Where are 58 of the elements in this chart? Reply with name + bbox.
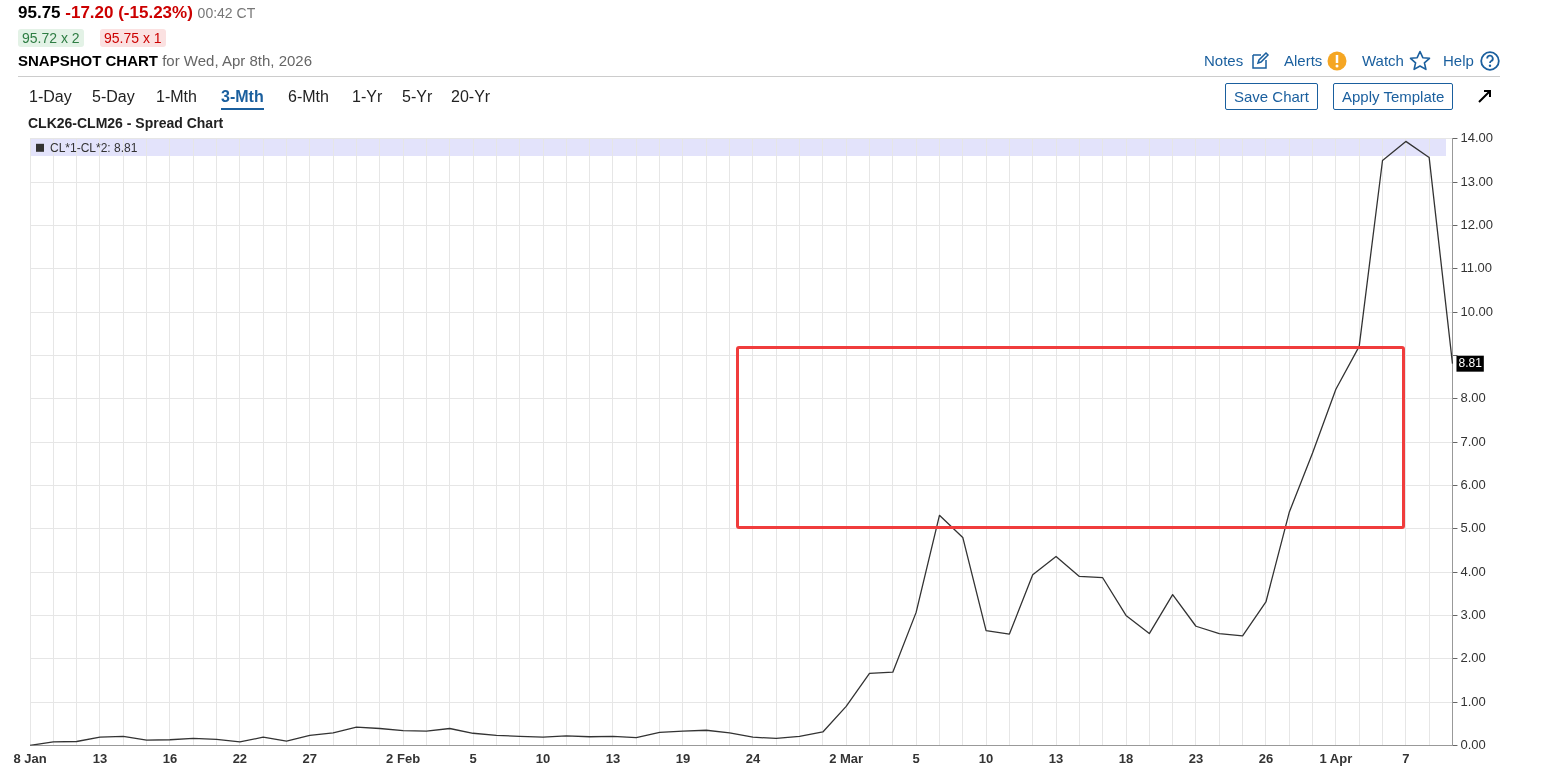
text: 95.75 — [18, 3, 61, 22]
text: Apply Template — [1333, 83, 1454, 110]
text: -17.20 (-15.23%) — [65, 3, 193, 22]
x-tick-label: 23 — [1188, 750, 1204, 766]
x-tick-label: 2 Feb — [386, 750, 421, 766]
text: Notes — [1204, 52, 1244, 69]
y-tick-label: 14.00 — [1460, 130, 1494, 146]
x-tick-label: 13 — [1048, 750, 1064, 766]
x-tick-label: 7 — [1402, 750, 1410, 766]
y-tick-label: 4.00 — [1460, 563, 1486, 579]
x-tick-label: 18 — [1118, 750, 1134, 766]
y-tick-label: 8.00 — [1460, 390, 1486, 406]
x-tick-label: 13 — [92, 750, 108, 766]
x-tick-label: 10 — [978, 750, 994, 766]
text: Alerts — [1284, 52, 1323, 69]
text: SNAPSHOT CHART — [18, 52, 159, 69]
y-tick-label: 11.00 — [1460, 260, 1493, 276]
y-tick-label: 5.00 — [1460, 520, 1486, 536]
y-tick-label: 12.00 — [1460, 217, 1494, 233]
y-tick-label: 7.00 — [1460, 433, 1486, 449]
chart-title: CLK26-CLM26 - Spread Chart — [28, 115, 224, 131]
text: 8.81 — [1458, 355, 1483, 370]
text: 1-Day — [29, 88, 72, 107]
text: 3-Mth — [221, 88, 264, 110]
x-tick-label: 22 — [232, 750, 248, 766]
text: for Wed, Apr 8th, 2026 — [162, 52, 313, 69]
text: Watch — [1362, 52, 1404, 69]
text: 20-Yr — [451, 88, 491, 107]
x-tick-label: 2 Mar — [829, 750, 864, 766]
text: 1-Yr — [352, 88, 383, 107]
legend-label: CL*1-CL*2: 8.81 — [50, 140, 138, 155]
text: 6-Mth — [288, 88, 329, 107]
y-tick-label: 3.00 — [1460, 606, 1486, 622]
y-tick-label: 10.00 — [1460, 303, 1494, 319]
y-tick-label: 6.00 — [1460, 477, 1486, 493]
x-tick-label: 13 — [605, 750, 621, 766]
x-tick-label: 19 — [675, 750, 691, 766]
y-tick-label: 1.00 — [1460, 693, 1486, 709]
text: 1-Mth — [156, 88, 197, 107]
text: 00:42 CT — [197, 5, 256, 21]
x-tick-label: 5 — [469, 750, 477, 766]
y-tick-label: 2.00 — [1460, 650, 1486, 666]
text: Help — [1443, 52, 1474, 69]
text: 95.72 x 2 — [18, 29, 84, 47]
text: 5-Day — [92, 88, 135, 107]
x-tick-label: 27 — [302, 750, 318, 766]
text: 5-Yr — [402, 88, 433, 107]
y-tick-label: 0.00 — [1460, 736, 1486, 752]
y-tick-label: 13.00 — [1460, 173, 1494, 189]
x-tick-label: 8 Jan — [13, 750, 47, 766]
x-tick-label: 26 — [1258, 750, 1274, 766]
x-tick-label: 1 Apr — [1319, 750, 1353, 766]
x-tick-label: 5 — [912, 750, 920, 766]
text: 95.75 x 1 — [100, 29, 166, 47]
x-tick-label: 16 — [162, 750, 178, 766]
x-tick-label: 24 — [745, 750, 761, 766]
x-tick-label: 10 — [535, 750, 551, 766]
text: Save Chart — [1225, 83, 1319, 110]
